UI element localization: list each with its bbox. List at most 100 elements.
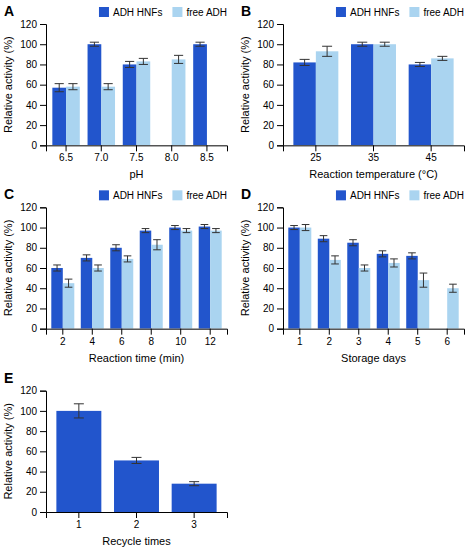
error-bars xyxy=(300,42,448,66)
error-bar-cap xyxy=(125,61,134,62)
error-bar-stem xyxy=(294,226,295,230)
error-bar-cap xyxy=(104,83,113,84)
bar xyxy=(81,258,92,329)
tick-label: 120 xyxy=(20,202,37,213)
error-bar-cap xyxy=(349,245,357,246)
bar xyxy=(347,243,358,329)
error-bar-stem xyxy=(353,240,354,246)
axis-line xyxy=(284,146,465,152)
tick-label: 20 xyxy=(263,120,275,131)
tick-label: 10 xyxy=(175,336,187,347)
bar-series xyxy=(51,227,210,329)
error-bar-cap xyxy=(189,485,199,486)
error-bar-cap xyxy=(415,62,425,63)
tick-label: 4 xyxy=(385,336,391,347)
error-bar-cap xyxy=(302,224,310,225)
error-bar-cap xyxy=(142,232,150,233)
error-bar-cap xyxy=(132,457,142,458)
tick-mark xyxy=(277,24,283,25)
panel: 24681012020406080100120Reaction time (mi… xyxy=(2,186,228,363)
panel-title: C xyxy=(4,186,14,202)
bar-series xyxy=(293,44,431,145)
tick: 2 xyxy=(60,329,66,347)
error-bar-cap xyxy=(139,64,148,65)
axis-line xyxy=(47,329,228,335)
error-bar-cap xyxy=(124,261,132,262)
error-bar-cap xyxy=(290,225,298,226)
bar xyxy=(406,256,417,329)
tick-mark xyxy=(40,472,46,473)
tick-label: 1 xyxy=(297,336,303,347)
bar xyxy=(66,87,80,146)
error-bar-stem xyxy=(127,256,128,262)
error-bar-stem xyxy=(204,225,205,229)
tick-mark xyxy=(277,44,283,45)
bar xyxy=(158,145,172,146)
tick-mark xyxy=(277,85,283,86)
tick: 25 xyxy=(310,145,322,163)
axis-line xyxy=(277,25,284,146)
error-bar-cap xyxy=(183,228,191,229)
tick-label: 8.0 xyxy=(165,152,179,163)
tick-mark xyxy=(40,512,46,513)
error-bar-cap xyxy=(379,256,387,257)
tick-mark xyxy=(151,329,152,335)
tick-label: 20 xyxy=(263,303,275,314)
bar xyxy=(300,228,311,329)
tick-mark xyxy=(299,329,300,335)
error-bar-cap xyxy=(53,271,61,272)
x-axis-title: pH xyxy=(129,168,143,180)
tick-mark xyxy=(40,125,46,126)
tick: 60 xyxy=(26,446,46,457)
bar xyxy=(123,64,137,145)
tick-label: 60 xyxy=(263,263,275,274)
error-bar-cap xyxy=(65,287,73,288)
tick-mark xyxy=(136,512,137,518)
tick: 120 xyxy=(257,19,283,30)
tick: 60 xyxy=(26,263,46,274)
tick-label: 80 xyxy=(26,426,38,437)
tick-label: 2 xyxy=(327,336,333,347)
tick-mark xyxy=(417,329,418,335)
error-bar-cap xyxy=(132,463,142,464)
tick: 20 xyxy=(263,303,283,314)
x-axis-title: Storage days xyxy=(341,352,406,364)
tick-label: 6.5 xyxy=(59,152,73,163)
tick-mark xyxy=(101,145,102,151)
bar xyxy=(318,239,329,329)
tick: 60 xyxy=(26,79,46,90)
tick: 3 xyxy=(356,329,362,347)
tick-label: 100 xyxy=(20,406,37,417)
panel-title: A xyxy=(4,3,14,19)
y-axis-title: Relative activity (%) xyxy=(2,36,14,133)
tick-label: 45 xyxy=(426,152,438,163)
bar xyxy=(329,260,340,329)
tick-label: 2 xyxy=(60,336,66,347)
bar xyxy=(316,51,338,145)
bar xyxy=(172,59,186,145)
bar-series xyxy=(52,44,207,145)
bar xyxy=(51,268,62,329)
error-bar-cap xyxy=(112,250,120,251)
x-axis: 24681012 xyxy=(47,329,228,347)
tick-label: 20 xyxy=(26,120,38,131)
tick-mark xyxy=(40,411,46,412)
error-bar-stem xyxy=(452,284,453,292)
error-bar-cap xyxy=(83,260,91,261)
tick-label: 3 xyxy=(356,336,362,347)
error-bar-cap xyxy=(125,67,134,68)
error-bar-stem xyxy=(59,84,60,92)
plot-area xyxy=(56,404,216,512)
bar-series xyxy=(56,411,216,512)
tick: 40 xyxy=(26,100,46,111)
error-bar-cap xyxy=(68,89,77,90)
error-bar-stem xyxy=(108,84,109,90)
bar xyxy=(52,88,66,146)
error-bar-cap xyxy=(195,42,204,43)
bar xyxy=(169,228,180,329)
tick: 10 xyxy=(175,329,187,347)
error-bar-cap xyxy=(153,249,161,250)
tick: 0 xyxy=(31,323,46,334)
bar-series xyxy=(316,44,454,145)
tick-label: 5 xyxy=(415,336,421,347)
